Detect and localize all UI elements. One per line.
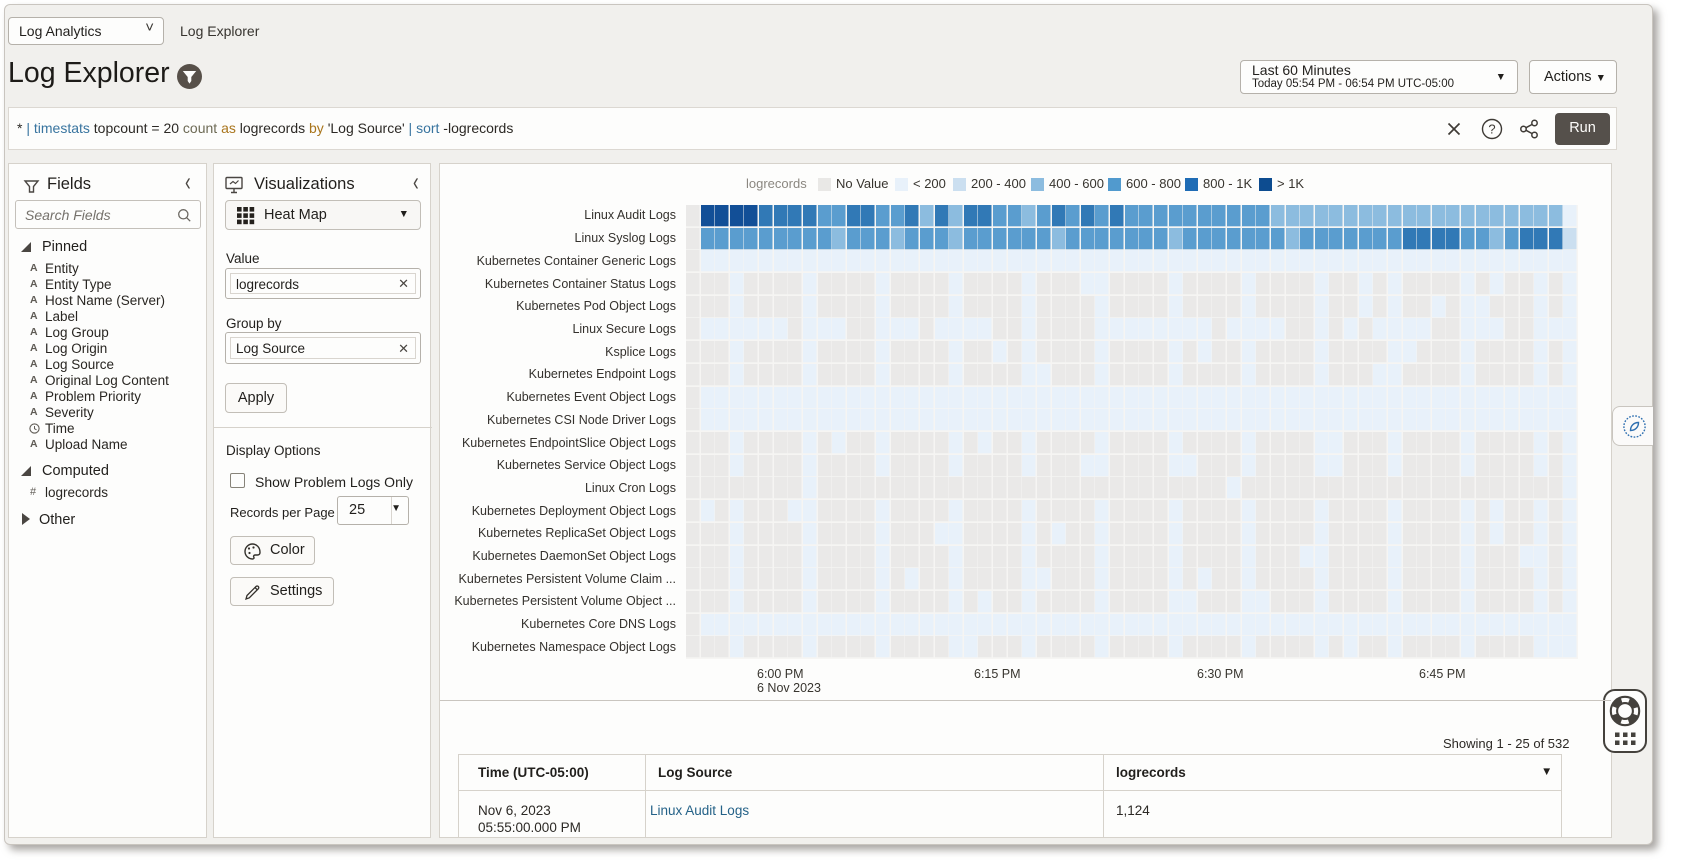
- svg-text:?: ?: [1488, 122, 1495, 137]
